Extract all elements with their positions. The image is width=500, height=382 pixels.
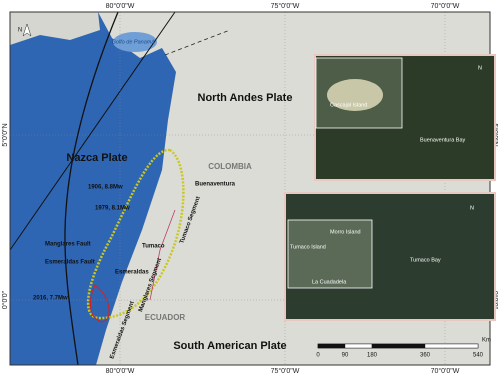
scale-segment xyxy=(371,343,426,349)
ocean xyxy=(10,12,176,365)
gulf-water xyxy=(113,32,157,52)
fault-label: Manglares Fault xyxy=(45,242,91,248)
north-label: N xyxy=(470,205,474,211)
coord-label: 80°0'0"W xyxy=(106,367,135,375)
scale-unit: Km xyxy=(482,338,491,344)
scale-segment xyxy=(317,343,346,349)
scale-segment xyxy=(344,343,373,349)
coord-label: 0°0'0" xyxy=(1,290,9,309)
rupture-2016 xyxy=(89,284,110,323)
north-label: N xyxy=(478,65,482,71)
scale-label: 90 xyxy=(342,353,349,359)
plate-boundary xyxy=(164,29,231,56)
fault-label: Esmeraldas Fault xyxy=(45,260,95,266)
coord-label: 80°0'0"W xyxy=(106,2,135,10)
place-label: La Cuadadela xyxy=(312,279,347,285)
earthquake-label: 1979, 8.1Mw xyxy=(95,206,130,212)
scale-label: 180 xyxy=(367,353,378,359)
earthquake-label: 1906, 8.8Mw xyxy=(88,185,123,191)
fault-line xyxy=(9,11,176,251)
island-label: Cascajal Island xyxy=(330,102,367,108)
coord-label: 75°0'0"W xyxy=(271,2,300,10)
bay-label: Tumaco Bay xyxy=(410,257,441,263)
sub-inset xyxy=(287,219,373,289)
north-label: N xyxy=(18,28,22,34)
plate-label: North Andes Plate xyxy=(198,92,293,104)
panama-land xyxy=(10,12,100,45)
coord-label: 75°0'0"W xyxy=(271,367,300,375)
country-label: COLOMBIA xyxy=(208,162,252,171)
earthquake-label: 2016, 7.7Mw xyxy=(33,296,68,302)
inset-top: Cascajal Island Buenaventura Bay N xyxy=(314,54,496,181)
island-label: Morro Island xyxy=(330,229,361,235)
frame xyxy=(9,11,491,366)
city-label: Buenaventura xyxy=(195,182,236,188)
scale-bar: 0 90 180 360 540 Km xyxy=(316,338,491,359)
coord-label: 70°0'0"W xyxy=(431,2,460,10)
scale-segment xyxy=(424,343,479,349)
gulf-label: Golfo de Panamá xyxy=(112,39,155,45)
inset-bottom: Morro Island Tumaco Island La Cuadadela … xyxy=(284,192,496,321)
border xyxy=(149,209,176,301)
scale-label: 0 xyxy=(316,353,320,359)
bay-label: Buenaventura Bay xyxy=(420,137,466,143)
coord-label: 5°0'0"N xyxy=(1,123,9,146)
plate-label: South American Plate xyxy=(173,340,286,352)
trench xyxy=(64,11,119,366)
scale-label: 360 xyxy=(420,353,431,359)
plate-label: Nazca Plate xyxy=(66,152,127,164)
scale-label: 540 xyxy=(473,353,484,359)
city-label: Tumaco xyxy=(142,244,165,250)
north-arrow xyxy=(22,23,32,37)
coord-label: 70°0'0"W xyxy=(431,367,460,375)
country-label: ECUADOR xyxy=(145,313,186,322)
island xyxy=(327,79,383,111)
city-label: Esmeraldas xyxy=(115,270,149,276)
island-label: Tumaco Island xyxy=(290,244,326,250)
